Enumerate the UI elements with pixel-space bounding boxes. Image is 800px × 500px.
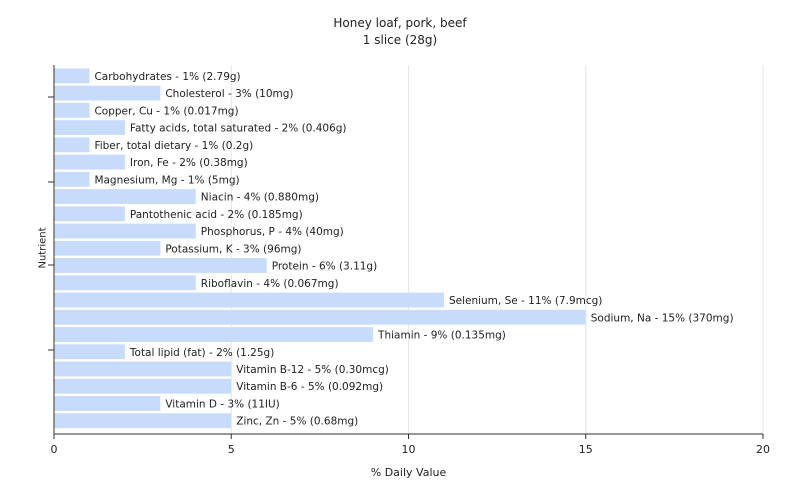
bar-label-11: Protein - 6% (3.11g)	[272, 261, 378, 273]
x-tick-label-0: 0	[51, 443, 58, 456]
bar-13	[54, 292, 444, 308]
bar-11	[54, 258, 267, 273]
bar-label-3: Fatty acids, total saturated - 2% (0.406…	[130, 123, 347, 135]
x-tick-label-1: 5	[228, 443, 235, 456]
x-tick-label-4: 20	[756, 443, 770, 456]
bar-10	[54, 240, 161, 256]
bar-8	[54, 206, 125, 222]
bar-18	[54, 378, 232, 394]
bar-label-1: Cholesterol - 3% (10mg)	[165, 88, 293, 100]
bar-label-5: Iron, Fe - 2% (0.38mg)	[130, 157, 248, 169]
bar-label-15: Thiamin - 9% (0.135mg)	[377, 330, 506, 342]
bar-9	[54, 223, 196, 239]
bar-label-9: Phosphorus, P - 4% (40mg)	[201, 226, 344, 238]
bar-12	[54, 275, 196, 291]
bar-19	[54, 396, 161, 411]
bar-label-7: Niacin - 4% (0.880mg)	[201, 192, 319, 204]
chart-subtitle: 1 slice (28g)	[362, 33, 438, 47]
bar-label-17: Vitamin B-12 - 5% (0.30mcg)	[236, 364, 389, 376]
x-tick-label-2: 10	[402, 443, 416, 456]
bar-label-19: Vitamin D - 3% (11IU)	[165, 398, 279, 410]
bar-15	[54, 327, 374, 342]
bar-4	[54, 137, 90, 153]
bar-label-16: Total lipid (fat) - 2% (1.25g)	[129, 347, 274, 359]
bar-0	[54, 68, 90, 84]
bar-2	[54, 102, 90, 118]
bar-label-2: Copper, Cu - 1% (0.017mg)	[94, 105, 238, 117]
bar-7	[54, 189, 196, 204]
bar-16	[54, 344, 125, 360]
bar-1	[54, 85, 161, 101]
bar-label-6: Magnesium, Mg - 1% (5mg)	[94, 174, 239, 186]
bar-5	[54, 154, 125, 170]
chart-title: Honey loaf, pork, beef	[333, 16, 467, 30]
bar-20	[54, 413, 232, 429]
bar-17	[54, 361, 232, 377]
bar-label-20: Zinc, Zn - 5% (0.68mg)	[236, 416, 358, 428]
bar-label-14: Sodium, Na - 15% (370mg)	[591, 312, 734, 324]
bar-14	[54, 309, 586, 325]
bar-label-8: Pantothenic acid - 2% (0.185mg)	[130, 209, 303, 221]
x-tick-label-3: 15	[579, 443, 593, 456]
bar-label-13: Selenium, Se - 11% (7.9mcg)	[449, 295, 602, 307]
bar-label-0: Carbohydrates - 1% (2.79g)	[94, 71, 240, 83]
x-axis-label: % Daily Value	[370, 466, 447, 479]
bar-3	[54, 120, 125, 136]
bar-label-12: Riboflavin - 4% (0.067mg)	[201, 278, 339, 290]
bar-6	[54, 171, 90, 187]
bar-label-18: Vitamin B-6 - 5% (0.092mg)	[236, 381, 383, 393]
bar-label-4: Fiber, total dietary - 1% (0.2g)	[94, 140, 253, 152]
bar-label-10: Potassium, K - 3% (96mg)	[165, 243, 301, 255]
